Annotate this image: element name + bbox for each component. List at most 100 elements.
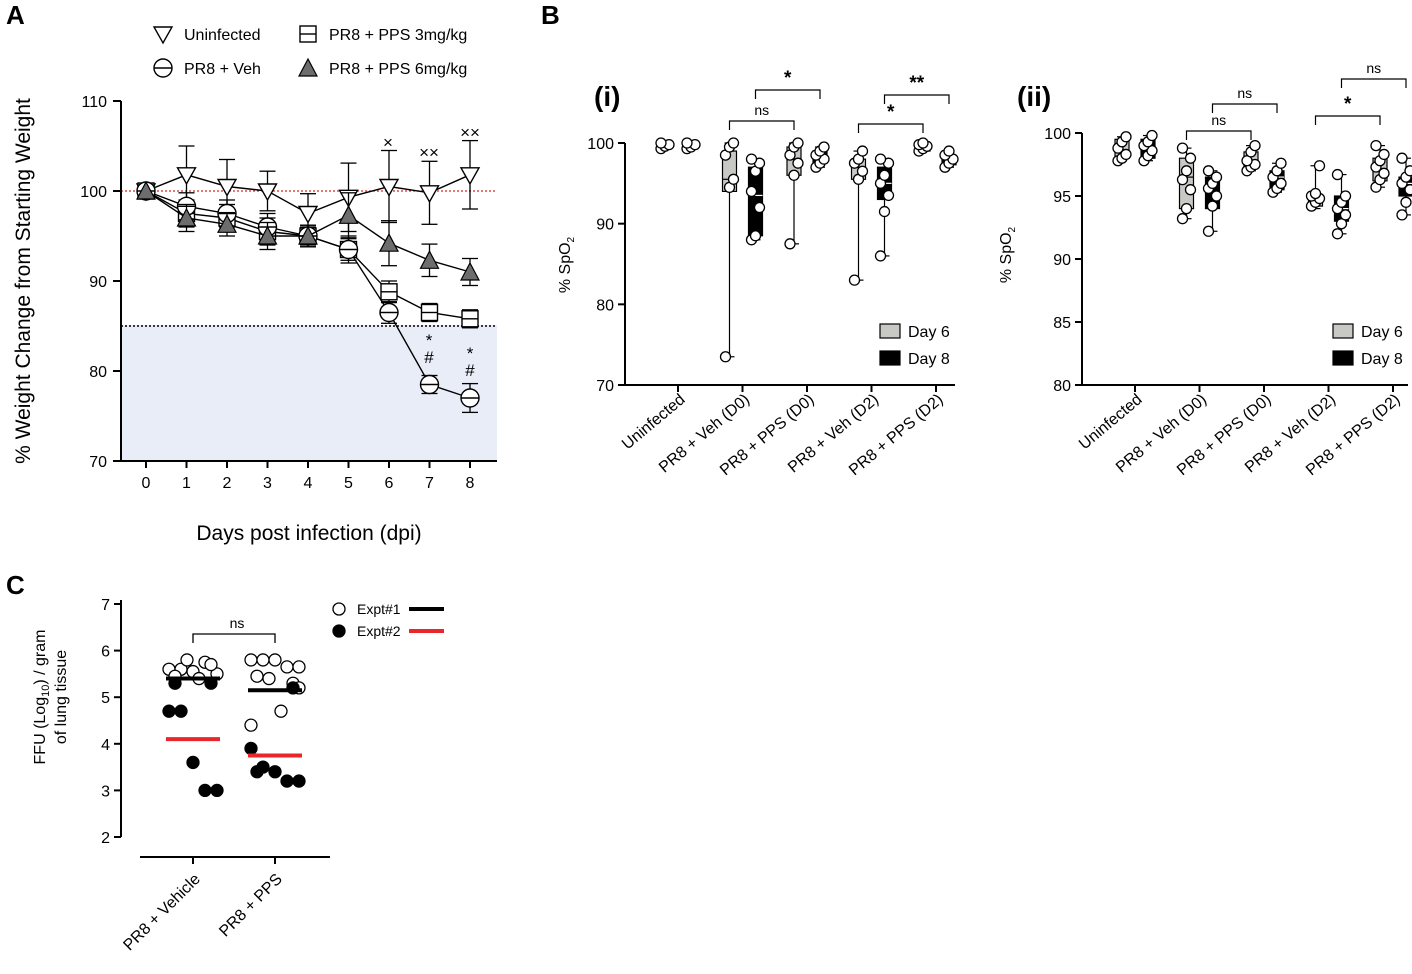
data-point xyxy=(856,145,869,157)
data-point xyxy=(1339,209,1352,221)
series-pr8-pps-6mg-kg xyxy=(136,180,480,287)
sig-label: ** xyxy=(909,73,924,94)
panel-a-ylabel: % Weight Change from Starting Weight xyxy=(12,98,35,464)
sig-label: ns xyxy=(1366,60,1381,76)
data-point xyxy=(338,205,359,224)
legend-label: Day 6 xyxy=(1361,324,1403,341)
box-day-6 xyxy=(1305,160,1326,212)
x-tick-label: PR8 + PPS xyxy=(216,871,286,941)
box-day-6 xyxy=(1370,139,1390,193)
data-point xyxy=(874,153,887,165)
box-day-8 xyxy=(810,141,830,173)
box-day-8 xyxy=(1202,165,1223,237)
data-point xyxy=(1378,167,1390,179)
y-tick-label: 95 xyxy=(1053,189,1071,206)
data-point xyxy=(1275,177,1287,190)
box-day-8 xyxy=(1138,129,1158,167)
legend-marker xyxy=(298,57,318,77)
data-point xyxy=(1313,160,1326,172)
sig-bracket xyxy=(1211,103,1278,113)
expt2-point xyxy=(268,765,282,779)
y-tick-label: 4 xyxy=(101,737,110,754)
hash-d8: # xyxy=(465,361,475,380)
legend-label: Uninfected xyxy=(184,27,261,44)
star-d8: * xyxy=(467,344,474,363)
x-tick-label: 8 xyxy=(466,475,475,492)
legend-label: Day 6 xyxy=(908,324,950,341)
expt1-point xyxy=(250,669,264,683)
data-point xyxy=(1184,152,1197,164)
panel-b-i-label: (i) xyxy=(594,81,620,112)
expt1-point xyxy=(244,718,258,732)
legend-label: Expt#1 xyxy=(357,601,401,617)
data-point xyxy=(1180,165,1193,177)
panel-c-plot: 2 3 4 5 6 7 PR8 + Vehicle PR8 + PPS Expt#1 Expt#2 xyxy=(101,597,444,954)
data-point xyxy=(1370,139,1382,152)
data-point xyxy=(1396,152,1408,164)
sig-label: * xyxy=(887,102,895,123)
data-point xyxy=(419,250,440,269)
box-day-6 xyxy=(913,137,933,157)
x-tick-label: 5 xyxy=(344,475,353,492)
hash-d7: # xyxy=(424,348,434,367)
data-point xyxy=(681,137,693,149)
data-point xyxy=(379,232,399,252)
data-point xyxy=(878,169,891,181)
legend-swatch xyxy=(1332,323,1354,339)
data-point xyxy=(788,169,800,181)
panel-c-label: C xyxy=(6,570,25,600)
sig-bracket xyxy=(883,94,950,104)
data-point xyxy=(753,201,766,214)
data-point xyxy=(818,141,830,153)
panel-b-i-ylabel: % SpO2 xyxy=(557,236,577,293)
y-tick-label: 7 xyxy=(101,597,110,614)
x-tick-label: 1 xyxy=(182,475,191,492)
panel-b-label: B xyxy=(541,0,560,30)
panel-c-ylabel-line2: of lung tissue xyxy=(53,650,70,744)
box-day-6 xyxy=(1241,139,1261,177)
y-tick-label: 3 xyxy=(101,783,110,800)
sig-bracket xyxy=(754,89,821,99)
panel-b-ii-ylabel: % SpO2 xyxy=(998,226,1018,283)
y-tick-label: 70 xyxy=(89,454,107,471)
x-tick-label: 2 xyxy=(223,475,232,492)
expt2-point xyxy=(292,774,306,788)
sig-bracket xyxy=(857,123,924,133)
data-point xyxy=(655,137,667,149)
sig-label: ns xyxy=(1237,85,1252,101)
data-point xyxy=(257,225,278,245)
box-iqr xyxy=(747,166,764,237)
data-point xyxy=(1206,200,1219,212)
data-point xyxy=(1331,228,1344,240)
panel-a-xlabel: Days post infection (dpi) xyxy=(196,522,421,545)
panel-a-series xyxy=(135,139,481,414)
y-tick-label: 80 xyxy=(596,297,614,314)
sig-bracket xyxy=(1314,115,1381,125)
data-point xyxy=(1176,213,1189,225)
expt2-point xyxy=(174,704,188,718)
y-tick-label: 90 xyxy=(1053,252,1071,269)
y-tick-label: 100 xyxy=(1044,126,1071,143)
data-point xyxy=(1249,139,1261,152)
expt1-point xyxy=(256,653,270,667)
panel-a-axes: 70 80 90 100 110 0 1 2 3 4 5 6 7 8 xyxy=(80,94,497,492)
box-day-8 xyxy=(1331,168,1352,240)
expt2-point xyxy=(280,774,294,788)
y-tick-label: 100 xyxy=(587,136,614,153)
data-point xyxy=(257,183,278,202)
data-point xyxy=(1400,196,1412,208)
x-tick-label: 6 xyxy=(385,475,394,492)
expt1-point xyxy=(292,660,306,674)
expt1-point xyxy=(180,653,194,667)
x-tick-label: 7 xyxy=(425,475,434,492)
y-tick-label: 6 xyxy=(101,644,110,661)
mark-d7: ×× xyxy=(419,143,439,162)
legend-swatch xyxy=(1332,350,1354,366)
data-point xyxy=(1146,129,1158,142)
below-threshold-shade xyxy=(121,325,497,461)
box-day-6 xyxy=(1176,142,1197,225)
expt2-point xyxy=(198,783,212,798)
data-point xyxy=(882,189,895,202)
expt2-point xyxy=(186,755,200,770)
